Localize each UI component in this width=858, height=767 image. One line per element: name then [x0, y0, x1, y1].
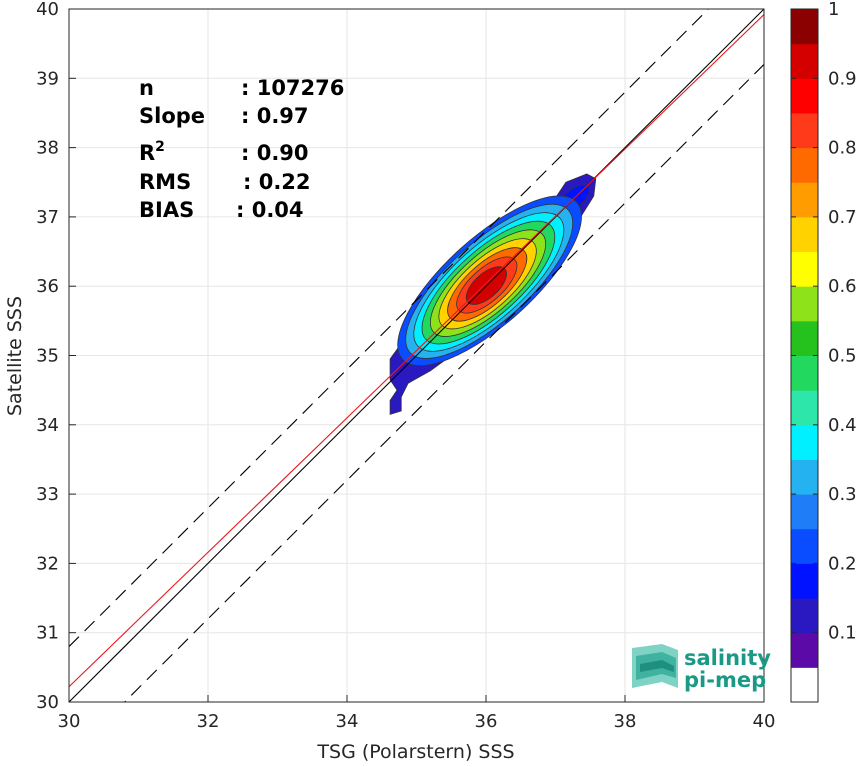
logo-text-line2: pi-mep	[684, 668, 766, 692]
grid	[68, 8, 765, 703]
colorbar-tick-label: 0.2	[828, 553, 857, 574]
stat-label: Slope	[139, 104, 205, 128]
x-tick-label: 32	[197, 711, 220, 732]
colorbar-tick-label: 0.3	[828, 484, 857, 505]
y-tick-label: 31	[36, 623, 59, 644]
colorbar-segment	[791, 78, 818, 114]
y-tick-label: 34	[36, 415, 59, 436]
colorbar-segment	[791, 355, 818, 391]
colorbar-segment	[791, 182, 818, 218]
y-tick-label: 30	[36, 692, 59, 713]
colorbar-tick-label: 0.8	[828, 138, 857, 159]
colorbar-segment	[791, 216, 818, 253]
colorbar-segment	[791, 667, 818, 703]
y-tick-label: 37	[36, 207, 59, 228]
colorbar-segment	[791, 112, 818, 149]
colorbar-tick-label: 0.4	[828, 415, 857, 436]
stat-value: : 0.97	[241, 104, 309, 128]
stat-value: : 0.90	[241, 141, 309, 165]
y-tick-label: 33	[36, 484, 59, 505]
fit-line	[69, 14, 764, 688]
x-tick-label: 36	[475, 711, 498, 732]
colorbar-segment	[791, 286, 818, 322]
x-tick-label: 40	[753, 711, 776, 732]
stat-value: : 0.22	[243, 170, 311, 194]
stat-label: n	[139, 76, 154, 100]
colorbar-segment	[791, 459, 818, 495]
colorbar-segment	[791, 147, 818, 183]
colorbar: 0.1 0.2 0.3 0.4 0.5 0.6 0.7 0.8 0.9 1	[790, 0, 857, 703]
stat-value: : 107276	[241, 76, 344, 100]
colorbar-segment	[791, 9, 818, 45]
y-tick-label: 36	[36, 276, 59, 297]
stat-label: BIAS	[139, 198, 194, 222]
colorbar-segment	[791, 494, 818, 530]
reference-lines	[69, 9, 764, 702]
colorbar-tick-label: 0.9	[828, 68, 857, 89]
colorbar-tick-label: 0.7	[828, 207, 857, 228]
colorbar-segment	[791, 251, 818, 287]
colorbar-segment	[791, 424, 818, 460]
y-tick-label: 39	[36, 68, 59, 89]
logo-text-line1: salinity	[684, 646, 771, 670]
colorbar-segment	[791, 598, 818, 634]
colorbar-segment	[791, 390, 818, 426]
upper-bound-line	[69, 9, 710, 647]
identity-line	[69, 9, 764, 702]
colorbar-segment	[791, 320, 818, 356]
x-axis: 30 32 34 36 38 40	[58, 695, 776, 732]
colorbar-tick-label: 1	[828, 0, 839, 20]
x-tick-label: 30	[58, 711, 81, 732]
y-axis-label: Satellite SSS	[4, 296, 26, 416]
colorbar-segment	[791, 563, 818, 599]
colorbar-tick-label: 0.1	[828, 623, 857, 644]
colorbar-segment	[791, 528, 818, 564]
stat-label: RMS	[139, 170, 191, 194]
y-tick-label: 38	[36, 138, 59, 159]
lower-bound-line	[123, 64, 764, 702]
y-axis: 30 31 32 33 34 35 36 37 38 39 40	[36, 0, 76, 713]
y-tick-label: 35	[36, 346, 59, 367]
y-tick-label: 40	[36, 0, 59, 20]
colorbar-tick-label: 0.5	[828, 346, 857, 367]
salinity-pimep-logo: salinity pi-mep	[632, 644, 771, 692]
colorbar-segment	[791, 632, 818, 668]
stat-value: : 0.04	[236, 198, 304, 222]
y-tick-label: 32	[36, 553, 59, 574]
x-tick-label: 34	[336, 711, 359, 732]
colorbar-tick-label: 0.6	[828, 276, 857, 297]
x-axis-label: TSG (Polarstern) SSS	[316, 741, 514, 763]
colorbar-segment	[791, 43, 818, 79]
x-tick-label: 38	[614, 711, 637, 732]
